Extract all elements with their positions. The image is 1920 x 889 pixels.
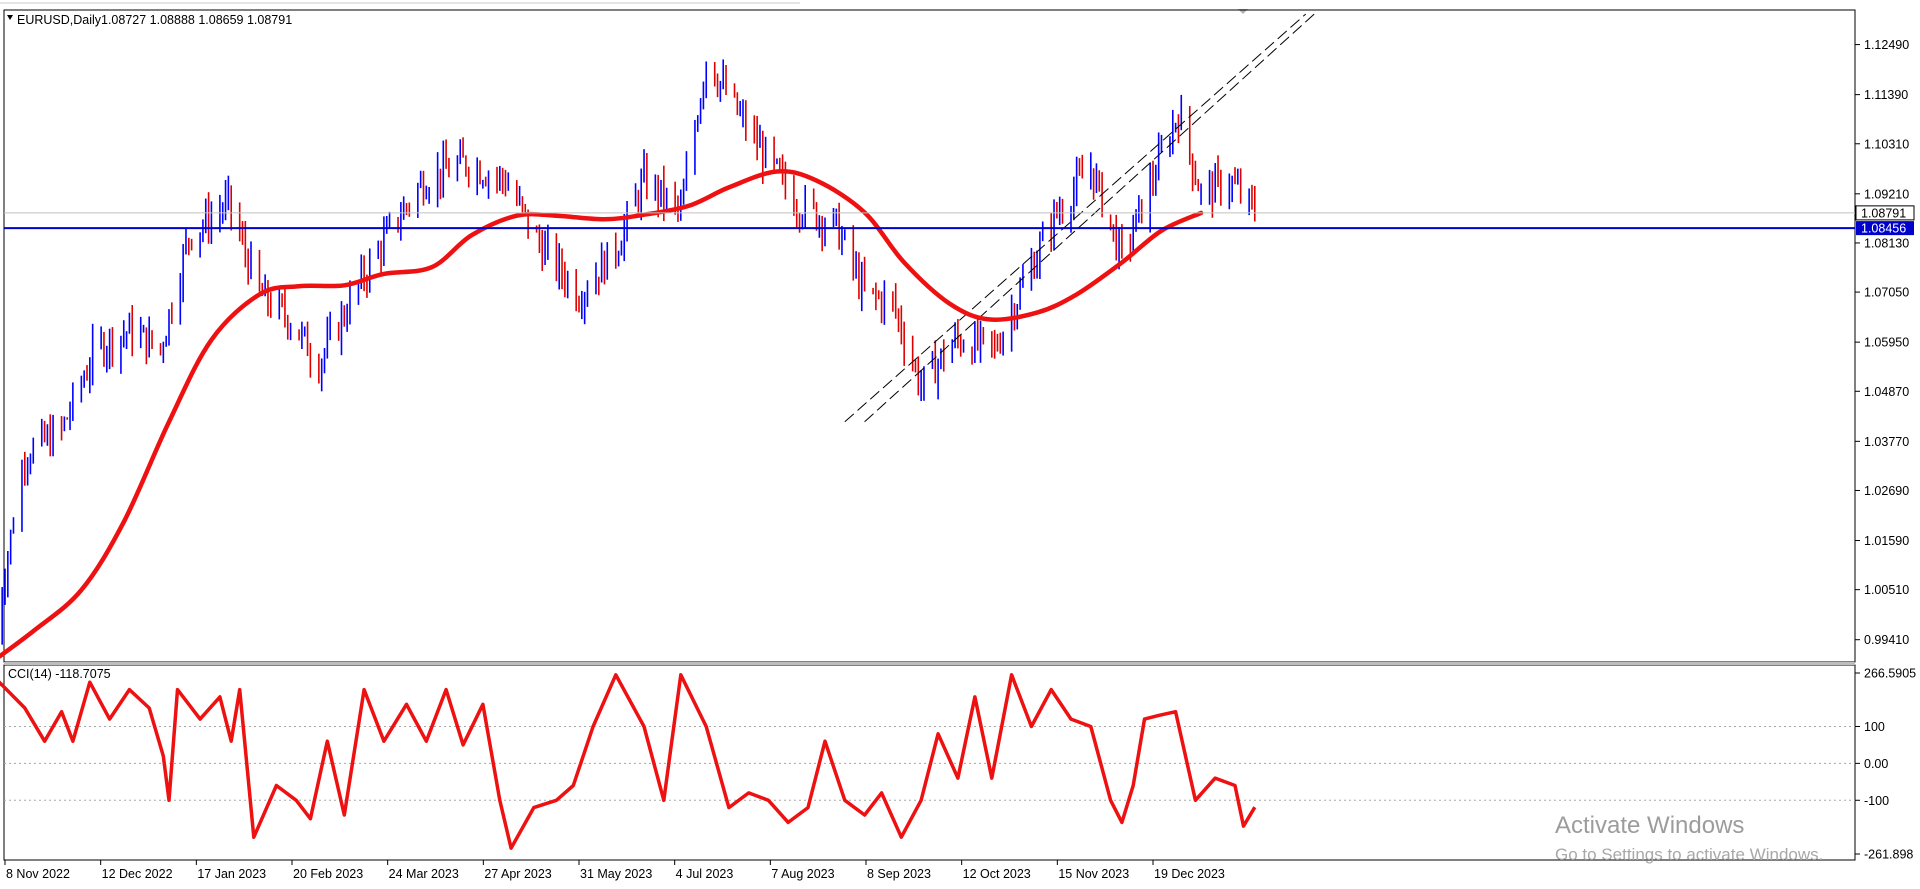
time-tick-label: 8 Nov 2022 xyxy=(6,867,70,881)
trendline[interactable] xyxy=(844,13,1307,423)
symbol-label: EURUSD,Daily xyxy=(17,13,102,27)
price-tick-label: 1.08130 xyxy=(1864,236,1909,250)
cci-tick-label: 100 xyxy=(1864,720,1885,734)
price-tick-label: 1.04870 xyxy=(1864,385,1909,399)
time-tick-label: 19 Dec 2023 xyxy=(1154,867,1225,881)
level-price-label: 1.08456 xyxy=(1861,222,1906,236)
cci-label: CCI(14) -118.7075 xyxy=(8,667,111,681)
current-price-tag xyxy=(1855,205,1915,221)
cci-tick-label: 266.5905 xyxy=(1864,667,1916,681)
cci-tick-label: -100 xyxy=(1864,794,1889,808)
price-tick-label: 0.99410 xyxy=(1864,633,1909,647)
moving-average-line xyxy=(0,169,1204,659)
price-tick-label: 1.05950 xyxy=(1864,336,1909,350)
candlestick-series[interactable] xyxy=(0,59,1256,645)
window-splitter[interactable] xyxy=(4,662,1855,665)
cci-line xyxy=(0,673,1257,850)
level-price-tag xyxy=(1856,221,1914,236)
cci-tick-label: -261.898 xyxy=(1864,848,1913,862)
time-tick-label: 17 Jan 2023 xyxy=(197,867,266,881)
price-tick-label: 1.11390 xyxy=(1864,88,1908,102)
time-axis[interactable]: 8 Nov 2022 12 Dec 2022 17 Jan 2023 20 Feb 2… xyxy=(4,860,1225,881)
price-tick-label: 1.03770 xyxy=(1864,435,1909,449)
price-tick-label: 1.10310 xyxy=(1864,137,1909,151)
time-tick-label: 27 Apr 2023 xyxy=(484,867,551,881)
horizontal-lines[interactable] xyxy=(4,212,1855,230)
price-tick-label: 1.01590 xyxy=(1864,534,1909,548)
time-tick-label: 20 Feb 2023 xyxy=(293,867,363,881)
time-tick-label: 8 Sep 2023 xyxy=(867,867,931,881)
time-tick-label: 24 Mar 2023 xyxy=(389,867,459,881)
price-tick-label: 1.07050 xyxy=(1864,286,1909,300)
current-price-label: 1.08791 xyxy=(1861,206,1906,220)
time-tick-label: 15 Nov 2023 xyxy=(1058,867,1129,881)
trendline-channel[interactable] xyxy=(844,13,1315,423)
price-tick-label: 1.12490 xyxy=(1864,38,1909,52)
watermark-title: Activate Windows xyxy=(1555,812,1744,839)
cci-tick-label: 0.00 xyxy=(1864,757,1888,771)
moving-average-layer xyxy=(0,169,1204,659)
time-tick-label: 12 Oct 2023 xyxy=(963,867,1031,881)
price-tick-label: 1.00510 xyxy=(1864,583,1909,597)
cci-indicator-layer xyxy=(0,673,1257,850)
time-tick-label: 7 Aug 2023 xyxy=(771,867,834,881)
time-tick-label: 4 Jul 2023 xyxy=(676,867,734,881)
cci-axis: 266.5905 100 0.00 -100 -261.898 xyxy=(1855,667,1916,862)
ohlc-values: 1.08727 1.08888 1.08659 1.08791 xyxy=(101,13,292,27)
price-tick-label: 1.02690 xyxy=(1864,484,1909,498)
triangle-down-icon xyxy=(7,15,13,20)
watermark-subtitle: Go to Settings to activate Windows. xyxy=(1555,845,1823,864)
price-tick-label: 1.09210 xyxy=(1864,187,1909,201)
time-tick-label: 31 May 2023 xyxy=(580,867,652,881)
time-tick-label: 12 Dec 2022 xyxy=(102,867,173,881)
price-axis[interactable]: 1.12490 1.11390 1.10310 1.09210 1.08130 1.070… xyxy=(1855,38,1915,647)
